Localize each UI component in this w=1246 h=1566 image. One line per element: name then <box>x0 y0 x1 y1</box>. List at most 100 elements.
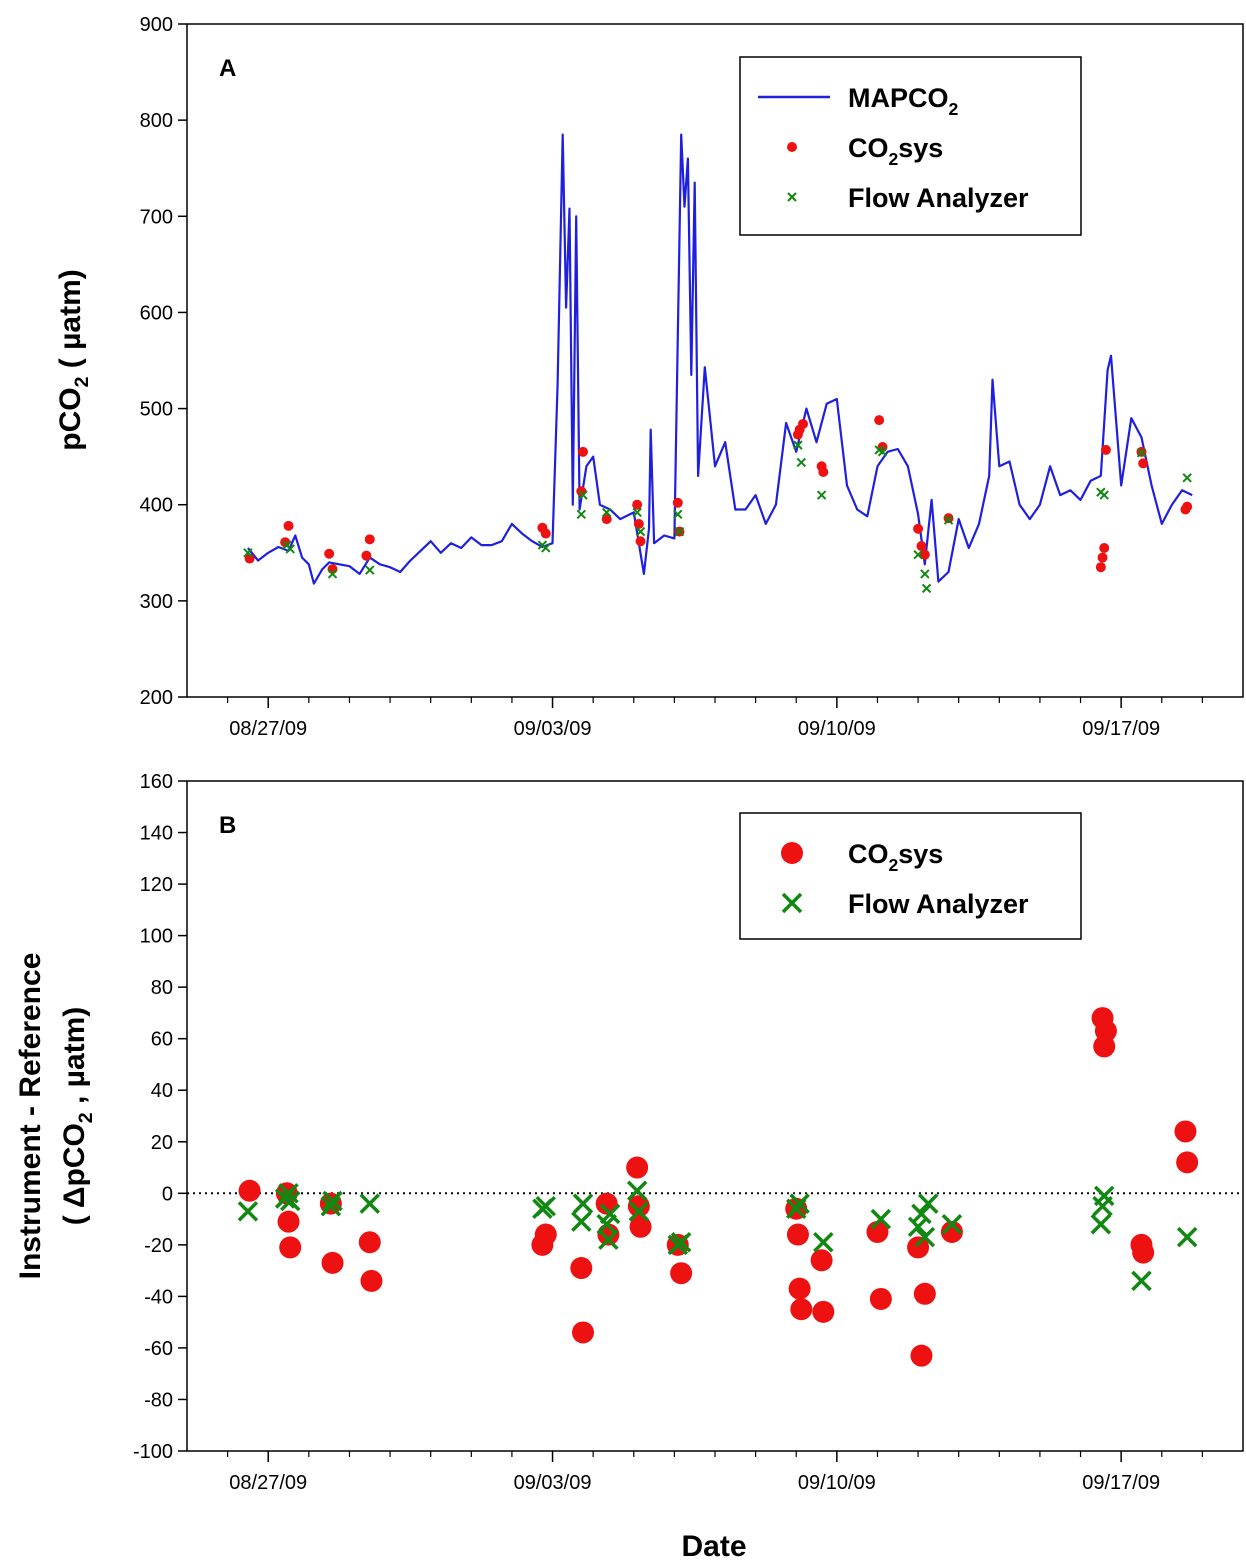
flow-analyzer-point <box>670 1232 692 1253</box>
co2sys-point <box>283 520 294 531</box>
flow-analyzer-point <box>914 1226 936 1248</box>
x-tick-label: 08/27/09 <box>229 1472 307 1494</box>
co2sys-point <box>810 1249 833 1272</box>
mapco2-line <box>247 133 1193 585</box>
flow-analyzer-point <box>1136 448 1147 458</box>
co2sys-point <box>1100 444 1111 455</box>
legend-box <box>739 812 1082 940</box>
x-tick-label: 09/17/09 <box>1082 718 1160 740</box>
flow-analyzer-point <box>320 1195 342 1217</box>
flow-analyzer-point <box>237 1201 259 1222</box>
y-tick-label: 40 <box>151 1080 173 1102</box>
flow-analyzer-point <box>921 583 932 594</box>
legend-label-subscript: 2 <box>949 99 959 119</box>
flow-analyzer-point <box>796 457 807 468</box>
flow-analyzer-point <box>572 1193 594 1214</box>
co2sys-point <box>633 518 644 529</box>
co2sys-point <box>595 1192 618 1215</box>
x-tick-label: 09/03/09 <box>514 1472 592 1494</box>
y-tick-label: -100 <box>133 1441 173 1463</box>
legend-label-main: CO <box>848 133 889 163</box>
y-tick-label: 800 <box>140 110 173 132</box>
legend-label: Flow Analyzer <box>848 889 1029 919</box>
flow-analyzer-point <box>599 1203 621 1225</box>
co2sys-point <box>238 1179 261 1202</box>
flow-analyzer-point <box>601 507 612 518</box>
plot-frame <box>186 780 1244 1452</box>
y-tick-label: 500 <box>140 399 173 421</box>
legend-label-suffix: sys <box>898 133 943 163</box>
flow-analyzer-point <box>571 1211 592 1232</box>
co2sys-point <box>1182 501 1193 512</box>
co2sys-point <box>635 536 646 547</box>
y-tick-label: 300 <box>140 591 173 613</box>
co2sys-point <box>1176 1151 1199 1174</box>
flow-analyzer-point <box>674 526 685 537</box>
co2sys-point <box>919 549 930 560</box>
y-tick-label: 20 <box>151 1132 173 1154</box>
y-axis-title-a: pCO2 ( µatm) <box>54 269 93 450</box>
y-tick-label: 60 <box>151 1029 173 1051</box>
y-tick-label: 700 <box>140 206 173 228</box>
y-tick-label: 200 <box>140 687 173 709</box>
y-tick-label: 400 <box>140 495 173 517</box>
x-axis-title: Date <box>681 1530 746 1563</box>
flow-analyzer-point <box>1176 1226 1198 1248</box>
co2sys-point <box>570 1257 593 1280</box>
flow-analyzer-point <box>626 1180 648 1201</box>
flow-analyzer-point <box>1182 473 1192 483</box>
co2sys-point <box>361 550 372 561</box>
flow-analyzer-point <box>1099 490 1109 500</box>
y-axis-title-a-suffix: ( µatm) <box>54 269 87 376</box>
flow-analyzer-point <box>541 543 551 553</box>
y-tick-label: 900 <box>140 14 173 36</box>
co2sys-point <box>1132 1241 1155 1264</box>
co2sys-point <box>534 1223 557 1246</box>
y-axis-title-b-line1: Instrument - Reference <box>14 953 47 1280</box>
flow-analyzer-point <box>285 544 295 554</box>
legend-label: MAPCO2 <box>848 83 959 119</box>
co2sys-point <box>632 499 643 510</box>
panel-letter: A <box>219 55 236 82</box>
panel-a: 200 300 400 500 600 700 800 900 08/27/09 09/03/09… <box>54 14 1244 740</box>
flow-analyzer-point <box>793 440 803 450</box>
co2sys-point <box>916 541 927 552</box>
y-tick-label: 120 <box>140 874 173 896</box>
co2sys-point <box>670 1262 693 1285</box>
y-axis-title-b-line2: ( ΔpCO2 , µatm) <box>58 1007 97 1226</box>
legend-label-main: CO <box>848 839 889 869</box>
x-tick-label: 08/27/09 <box>229 718 307 740</box>
y-axis-title-b-line2-main: ( ΔpCO <box>58 1123 91 1225</box>
flow-analyzer-point <box>813 1232 834 1253</box>
legend-label-main: MAPCO <box>848 83 949 113</box>
co2sys-point <box>1174 1120 1197 1143</box>
co2sys-point <box>818 467 829 478</box>
y-tick-label: -80 <box>144 1389 173 1411</box>
legend-label: Flow Analyzer <box>848 183 1029 213</box>
co2sys-point <box>910 1344 933 1367</box>
x-tick-label: 09/03/09 <box>514 718 592 740</box>
co2sys-point <box>358 1231 381 1254</box>
panel-b: -100 -80 -60 -40 -20 0 20 40 60 80 100 120 140 160 08/… <box>14 771 1244 1494</box>
co2sys-point <box>629 1215 652 1238</box>
flow-analyzer-point <box>877 447 888 457</box>
flow-analyzer-point <box>632 507 642 518</box>
legend-dot-swatch <box>787 142 797 152</box>
co2sys-point <box>790 1298 813 1321</box>
flow-analyzer-point <box>907 1216 929 1238</box>
flow-analyzer-point <box>576 509 587 520</box>
flow-analyzer-point <box>279 1190 301 1212</box>
legend-dot-swatch <box>781 842 803 864</box>
flow-analyzer-point <box>598 1229 619 1250</box>
co2sys-point <box>913 1282 936 1305</box>
co2sys-point <box>540 528 551 539</box>
x-tick-label: 09/17/09 <box>1082 1472 1160 1494</box>
flow-analyzer-point <box>628 1201 650 1222</box>
y-tick-label: -60 <box>144 1338 173 1360</box>
flow-analyzer-point <box>917 1193 939 1214</box>
flow-analyzer-point <box>322 1190 343 1212</box>
co2sys-point <box>627 1195 650 1218</box>
flow-analyzer-point <box>1093 1185 1115 1207</box>
co2sys-point <box>360 1269 383 1292</box>
